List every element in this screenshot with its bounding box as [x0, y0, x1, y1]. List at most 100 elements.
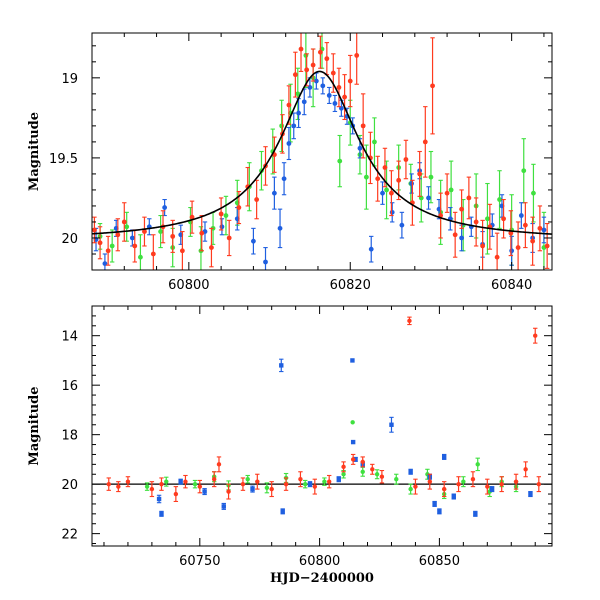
data-point: [240, 481, 246, 487]
series-blue: [93, 72, 547, 270]
model-curve: [92, 70, 552, 235]
data-point: [254, 197, 260, 202]
data-point: [183, 479, 188, 484]
data-point: [125, 479, 131, 484]
data-point: [286, 141, 292, 146]
data-point: [508, 230, 514, 236]
data-point: [389, 422, 394, 427]
data-point: [518, 213, 524, 218]
data-point: [164, 479, 169, 484]
data-point: [189, 214, 195, 220]
data-point: [413, 484, 418, 489]
data-point: [211, 476, 217, 482]
data-point: [407, 318, 412, 324]
data-point: [219, 224, 225, 230]
data-point: [337, 158, 343, 164]
data-point: [264, 485, 270, 491]
data-point: [281, 176, 287, 182]
data-point: [326, 93, 332, 98]
data-point: [322, 479, 327, 484]
data-point: [263, 259, 268, 265]
top-plot-area: [92, 33, 552, 270]
data-point: [202, 489, 207, 494]
data-point: [320, 83, 326, 89]
data-point: [389, 190, 394, 196]
data-point: [513, 479, 519, 484]
data-point: [236, 205, 242, 210]
data-point: [298, 476, 303, 482]
data-point: [156, 496, 162, 502]
data-point: [301, 99, 307, 105]
x-axis-title: HJD−2400000: [270, 571, 374, 586]
y-tick-label: 20: [61, 478, 78, 493]
data-point: [354, 53, 360, 58]
data-point: [441, 454, 447, 460]
data-point: [350, 358, 355, 363]
data-point: [353, 457, 358, 462]
data-point: [427, 479, 433, 484]
data-point: [209, 245, 214, 250]
data-point: [283, 481, 289, 487]
data-point: [218, 211, 224, 217]
series-red: [92, 33, 550, 270]
data-point: [197, 484, 203, 489]
y-tick-label: 22: [61, 528, 78, 543]
data-point: [537, 225, 543, 231]
data-point: [280, 509, 285, 514]
data-point: [296, 110, 301, 116]
x-tick-label: 60800: [299, 554, 340, 569]
data-point: [426, 195, 431, 201]
y-tick-label: 19: [61, 72, 78, 87]
data-point: [389, 209, 395, 215]
data-point: [403, 157, 409, 162]
data-point: [226, 235, 232, 241]
data-point: [523, 467, 528, 472]
data-point: [307, 481, 313, 487]
x-tick-label: 60800: [168, 278, 209, 293]
data-point: [298, 46, 304, 52]
data-point: [336, 476, 341, 482]
data-point: [470, 476, 476, 482]
data-point: [347, 78, 353, 84]
data-point: [444, 190, 450, 196]
data-point: [199, 230, 205, 236]
data-point: [374, 472, 380, 477]
data-point: [461, 479, 466, 484]
data-point: [286, 102, 292, 108]
data-point: [379, 474, 385, 479]
data-point: [226, 489, 231, 494]
data-point: [162, 205, 168, 210]
data-point: [375, 176, 381, 182]
data-point: [501, 216, 506, 222]
data-point: [173, 491, 179, 497]
data-point: [192, 481, 198, 487]
data-point: [363, 174, 369, 180]
series-green: [97, 33, 547, 270]
data-point: [497, 197, 502, 202]
data-point: [178, 479, 183, 484]
y-tick-label: 20: [61, 232, 78, 247]
data-point: [317, 49, 323, 55]
data-point: [313, 78, 319, 84]
data-point: [417, 171, 423, 177]
data-point: [179, 248, 185, 254]
data-point: [370, 467, 375, 472]
data-point: [384, 187, 389, 193]
data-point: [310, 62, 316, 68]
data-point: [158, 229, 163, 234]
y-tick-label: 16: [61, 379, 78, 394]
data-point: [292, 72, 298, 78]
data-point: [531, 190, 536, 196]
data-point: [499, 481, 504, 487]
data-point: [451, 494, 456, 499]
y-axis-title: Magnitude: [27, 386, 42, 465]
y-tick-label: 18: [61, 429, 78, 444]
data-point: [494, 254, 500, 260]
data-point: [368, 246, 374, 252]
data-point: [279, 123, 285, 129]
top-axes-frame: [91, 32, 553, 271]
data-point: [396, 177, 402, 183]
y-tick-label: 14: [61, 330, 78, 345]
